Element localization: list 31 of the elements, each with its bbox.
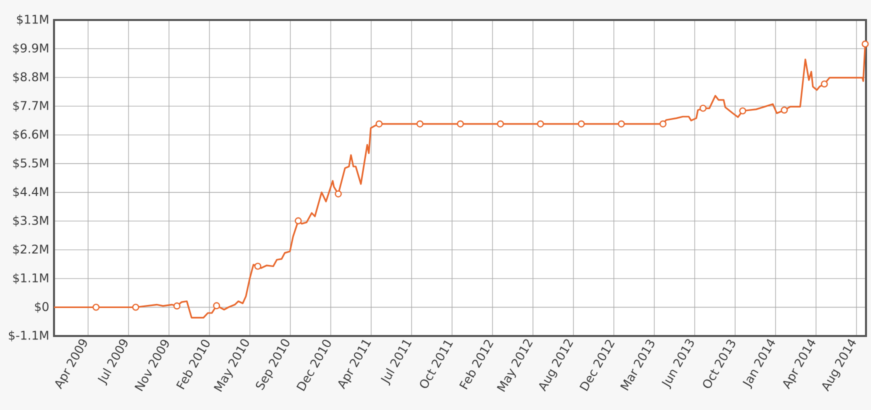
point bbox=[92, 304, 100, 311]
y-tick-label: $6.6M bbox=[13, 129, 48, 140]
point bbox=[132, 304, 140, 311]
y-tick-label: $5.5M bbox=[13, 158, 48, 170]
y-tick-label: $3.3M bbox=[13, 216, 48, 227]
point bbox=[294, 217, 302, 224]
y-tick-label: $2.2M bbox=[13, 244, 48, 256]
point bbox=[254, 262, 262, 270]
point bbox=[780, 106, 788, 114]
y-tick-label: $4.4M bbox=[13, 186, 48, 198]
point bbox=[659, 120, 667, 128]
point bbox=[213, 302, 220, 310]
y-tick-label: $0 bbox=[35, 302, 49, 313]
point bbox=[376, 120, 383, 128]
point bbox=[578, 120, 585, 128]
point bbox=[700, 104, 707, 112]
point bbox=[416, 120, 424, 128]
y-tick-label: $9.9M bbox=[13, 43, 48, 54]
point bbox=[536, 120, 544, 128]
y-tick-label: $-1.1M bbox=[8, 330, 48, 342]
y-tick-label: $11M bbox=[17, 14, 48, 26]
point bbox=[618, 120, 625, 128]
point bbox=[496, 120, 504, 128]
y-tick-label: $1.1M bbox=[13, 273, 48, 284]
point bbox=[173, 302, 180, 310]
point bbox=[456, 120, 464, 128]
point bbox=[334, 190, 342, 198]
point bbox=[820, 80, 828, 88]
y-tick-label: $7.7M bbox=[13, 100, 48, 112]
point bbox=[739, 107, 746, 114]
y-tick-label: $8.8M bbox=[13, 72, 48, 83]
